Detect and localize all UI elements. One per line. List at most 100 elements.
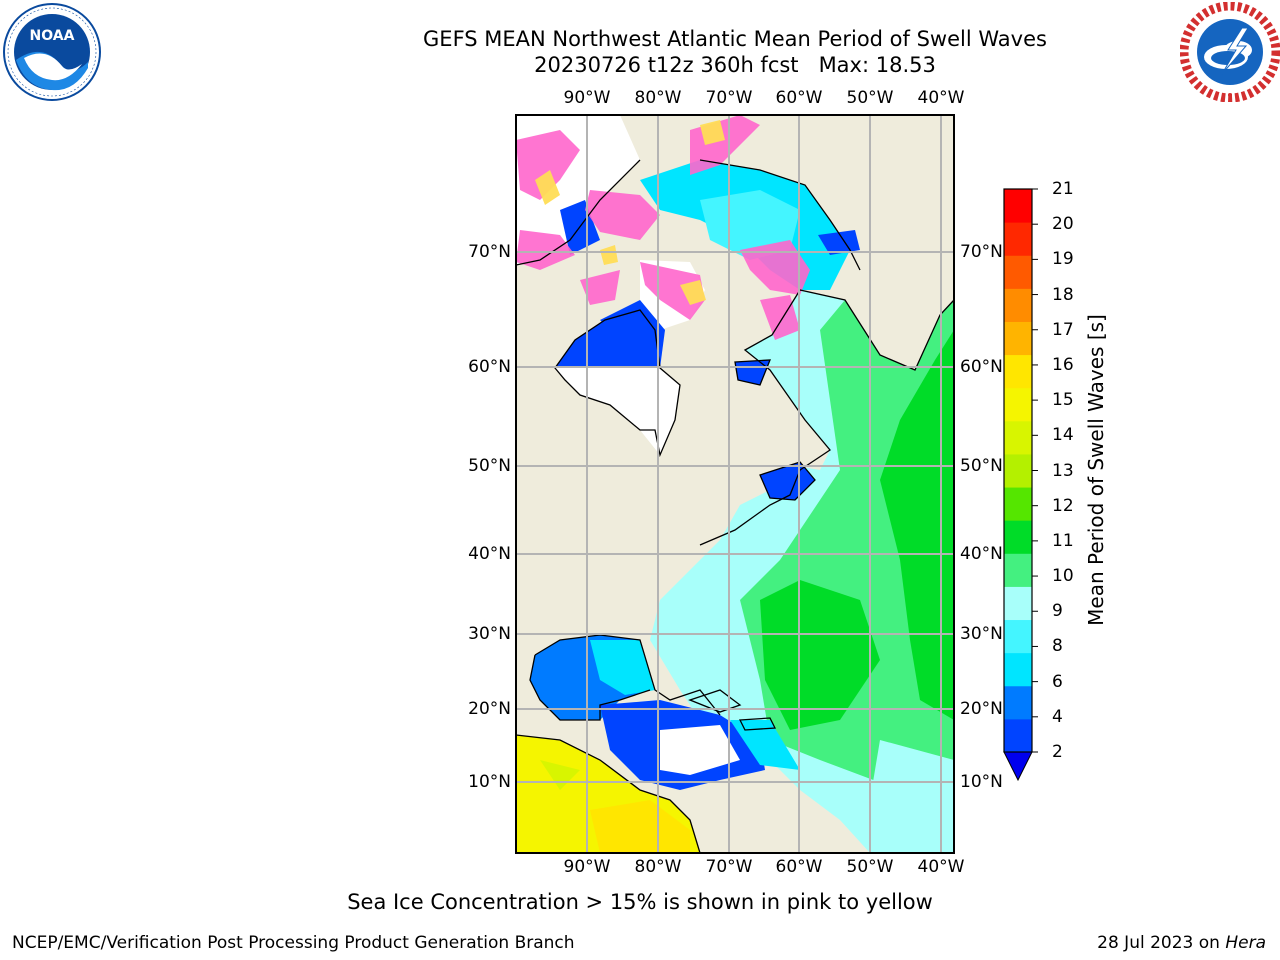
lat-tick-label: 60°N bbox=[468, 357, 511, 377]
colorbar-tick-label: 19 bbox=[1052, 249, 1074, 270]
lat-tick-label: 20°N bbox=[960, 699, 1003, 719]
colorbar-segment bbox=[1004, 685, 1032, 720]
colorbar-segment bbox=[1004, 553, 1032, 587]
coastline bbox=[738, 717, 777, 731]
colorbar-segment bbox=[1004, 652, 1032, 687]
lat-tick-label: 10°N bbox=[468, 772, 511, 792]
lat-tick-label: 50°N bbox=[468, 456, 511, 476]
chart-title: GEFS MEAN Northwest Atlantic Mean Period… bbox=[300, 26, 1170, 78]
gulf-cyan bbox=[590, 640, 655, 695]
coastline bbox=[554, 309, 681, 458]
colorbar-under-arrow bbox=[1003, 751, 1033, 782]
ocean-green-patch bbox=[760, 580, 880, 730]
footer-date-text: 28 Jul 2023 on bbox=[1097, 933, 1226, 953]
lat-tick-label: 70°N bbox=[960, 242, 1003, 262]
lon-tick-label: 60°W bbox=[775, 857, 823, 877]
colorbar-tick-label: 15 bbox=[1052, 390, 1074, 411]
colorbar-segment bbox=[1004, 288, 1032, 322]
south-america-orange bbox=[590, 800, 690, 853]
colorbar-tick-label: 4 bbox=[1052, 706, 1063, 727]
foxe-blue-patch bbox=[600, 300, 665, 345]
colorbar-segment bbox=[1004, 586, 1032, 621]
lat-tick-label: 10°N bbox=[960, 772, 1003, 792]
colorbar-tick-label: 20 bbox=[1052, 214, 1074, 235]
colorbar-tick-label: 10 bbox=[1052, 566, 1074, 587]
coastline bbox=[534, 634, 721, 716]
lon-tick-label: 40°W bbox=[917, 857, 965, 877]
sea-ice-yellow bbox=[680, 280, 706, 305]
lon-tick-label: 60°W bbox=[775, 88, 823, 108]
labrador-sea-light bbox=[700, 190, 800, 260]
coastline bbox=[759, 461, 816, 501]
colorbar-segment bbox=[1004, 453, 1032, 488]
caribbean-cyan bbox=[730, 720, 800, 770]
sea-ice-yellow bbox=[600, 245, 618, 265]
sea-ice-pink bbox=[516, 130, 580, 200]
coastline bbox=[699, 289, 954, 546]
lat-tick-label: 40°N bbox=[468, 544, 511, 564]
sea-ice-pink bbox=[740, 240, 810, 295]
nws-logo-icon bbox=[1180, 2, 1280, 102]
lat-tick-label: 50°N bbox=[960, 456, 1003, 476]
svg-text:NOAA: NOAA bbox=[30, 28, 75, 44]
colorbar-segment bbox=[1004, 321, 1032, 356]
colorbar-tick-label: 11 bbox=[1052, 530, 1074, 551]
colorbar-label: Mean Period of Swell Waves [s] bbox=[1084, 314, 1108, 626]
lat-tick-label: 60°N bbox=[960, 357, 1003, 377]
lat-tick-label: 20°N bbox=[468, 699, 511, 719]
colorbar-tick-label: 12 bbox=[1052, 495, 1074, 516]
noaa-logo-icon: NOAA bbox=[3, 3, 101, 101]
lon-tick-label: 90°W bbox=[563, 857, 611, 877]
colorbar-tick-label: 13 bbox=[1052, 460, 1074, 481]
coastline bbox=[734, 359, 771, 386]
colorbar-segment bbox=[1004, 222, 1032, 256]
south-america-green bbox=[540, 760, 580, 790]
colorbar-tick-label: 8 bbox=[1052, 636, 1063, 657]
sea-ice-yellow bbox=[700, 120, 725, 145]
lat-tick-label: 70°N bbox=[468, 242, 511, 262]
sea-ice-pink bbox=[580, 270, 620, 305]
colorbar-segment bbox=[1004, 718, 1032, 753]
lon-tick-label: 90°W bbox=[563, 88, 611, 108]
footer-host: Hera bbox=[1225, 933, 1266, 953]
lon-tick-label: 40°W bbox=[917, 88, 965, 108]
coastline bbox=[516, 734, 701, 853]
colorbar-tick-label: 16 bbox=[1052, 354, 1074, 375]
sea-ice-pink bbox=[585, 190, 660, 240]
footer-branch: NCEP/EMC/Verification Post Processing Pr… bbox=[12, 933, 575, 953]
lat-tick-label: 40°N bbox=[960, 544, 1003, 564]
colorbar-tick-label: 6 bbox=[1052, 671, 1063, 692]
lat-tick-label: 30°N bbox=[468, 624, 511, 644]
coastline bbox=[529, 654, 651, 721]
colorbar-segment bbox=[1004, 487, 1032, 521]
st-lawrence-blue bbox=[760, 462, 815, 500]
colorbar-tick-label: 21 bbox=[1052, 179, 1074, 199]
title-line-1: GEFS MEAN Northwest Atlantic Mean Period… bbox=[423, 27, 1047, 51]
sea-ice-pink bbox=[640, 262, 705, 320]
colorbar-segment bbox=[1004, 255, 1032, 289]
sea-ice-pink bbox=[516, 230, 575, 270]
footer-date: 28 Jul 2023 on Hera bbox=[1097, 933, 1266, 953]
coastline bbox=[699, 159, 861, 271]
colorbar-tick-label: 9 bbox=[1052, 601, 1063, 622]
colorbar-tick-label: 14 bbox=[1052, 425, 1074, 446]
caribbean-white bbox=[660, 725, 740, 775]
colorbar-segment bbox=[1004, 619, 1032, 654]
lon-tick-label: 80°W bbox=[634, 88, 682, 108]
map-frame bbox=[515, 114, 955, 854]
coastline bbox=[516, 159, 641, 266]
ocean-south-cyan bbox=[870, 740, 954, 853]
sea-ice-caption: Sea Ice Concentration > 15% is shown in … bbox=[347, 890, 933, 914]
colorbar-segment bbox=[1004, 354, 1032, 389]
colorbar-segment bbox=[1004, 387, 1032, 422]
colorbar-tick-label: 17 bbox=[1052, 319, 1074, 340]
title-line-2: 20230726 t12z 360h fcst Max: 18.53 bbox=[534, 53, 936, 77]
colorbar-tick-label: 2 bbox=[1052, 742, 1063, 762]
lat-tick-label: 30°N bbox=[960, 624, 1003, 644]
lon-tick-label: 80°W bbox=[634, 857, 682, 877]
colorbar-segment bbox=[1004, 520, 1032, 554]
colorbar-segment bbox=[1004, 420, 1032, 455]
lon-tick-label: 50°W bbox=[846, 857, 894, 877]
